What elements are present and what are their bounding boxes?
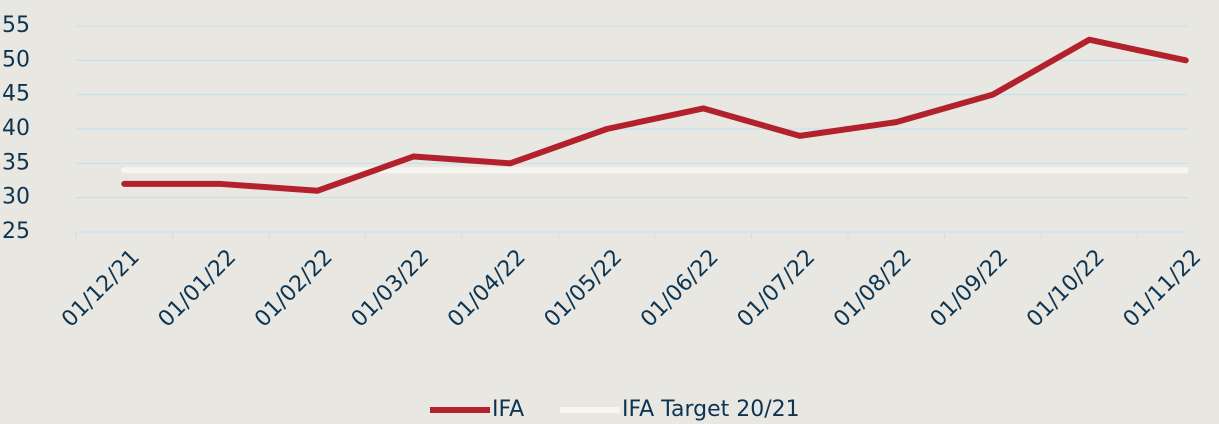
x-tick-label: 01/06/22 <box>636 245 724 333</box>
y-tick-label: 45 <box>2 82 30 107</box>
x-tick-label: 01/03/22 <box>347 245 435 333</box>
x-tick-label: 01/02/22 <box>250 245 338 333</box>
series-line <box>121 36 1189 194</box>
legend-label: IFA <box>492 397 524 422</box>
x-tick-label: 01/05/22 <box>540 245 628 333</box>
y-tick-label: 50 <box>2 47 30 72</box>
x-tick-label: 01/08/22 <box>829 245 917 333</box>
y-tick-label: 35 <box>2 150 30 175</box>
y-tick-label: 40 <box>2 116 30 141</box>
x-tick-label: 01/04/22 <box>443 245 531 333</box>
y-tick-label: 30 <box>2 185 30 210</box>
x-tick-label: 01/12/21 <box>57 245 145 333</box>
y-tick-label: 55 <box>2 13 30 38</box>
x-tick-label: 01/01/22 <box>154 245 242 333</box>
x-tick-label: 01/11/22 <box>1119 245 1207 333</box>
x-tick-label: 01/10/22 <box>1022 245 1110 333</box>
x-tick-label: 01/07/22 <box>733 245 821 333</box>
y-tick-label: 25 <box>2 219 30 244</box>
legend-label: IFA Target 20/21 <box>622 397 800 422</box>
x-tick-label: 01/09/22 <box>926 245 1014 333</box>
